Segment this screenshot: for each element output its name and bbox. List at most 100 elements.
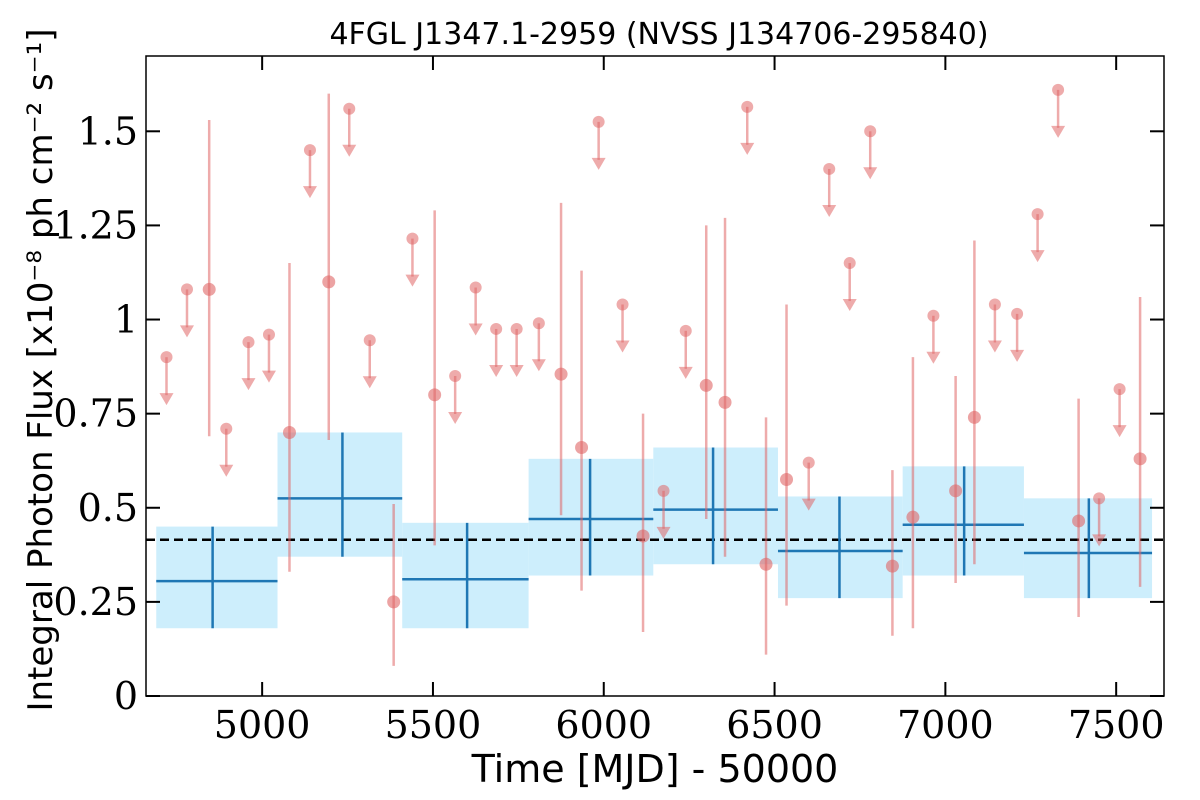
upper-limit-arrow-head — [159, 393, 174, 406]
y-tick-label: 1.25 — [53, 203, 138, 247]
upper-limit-point — [592, 115, 605, 128]
upper-limit-arrow-head — [615, 340, 630, 353]
upper-limit-point — [823, 162, 836, 175]
long-bin-bands — [156, 432, 1153, 629]
detection-point — [387, 595, 401, 609]
upper-limit-arrow-head — [468, 323, 483, 336]
upper-limit-arrow-head — [179, 325, 194, 338]
upper-limit-arrow-head — [678, 366, 693, 379]
x-tick-label: 6000 — [555, 703, 652, 747]
y-tick-label: 0 — [114, 674, 138, 718]
upper-limit-point — [242, 336, 255, 349]
detection-point — [282, 425, 296, 439]
x-tick-label: 5500 — [385, 703, 482, 747]
x-axis-label: Time [MJD] - 50000 — [471, 747, 839, 791]
x-tick-label: 6500 — [726, 703, 823, 747]
upper-limit-arrow-head — [509, 364, 524, 377]
upper-limit-point — [1031, 208, 1044, 221]
detection-point — [202, 282, 216, 296]
upper-limit-point — [532, 317, 545, 330]
short-bin-detections — [202, 93, 1147, 666]
long-bin-band — [653, 447, 778, 565]
upper-limit-point — [469, 281, 482, 294]
upper-limit-point — [616, 298, 629, 311]
x-axis: 5000 5500 6000 6500 7000 7500 — [214, 56, 1165, 747]
long-bin-band — [277, 432, 403, 557]
upper-limit-point — [303, 144, 316, 157]
upper-limit-arrow-head — [302, 186, 317, 199]
upper-limit-arrow-head — [241, 378, 256, 391]
upper-limit-point — [741, 100, 754, 113]
upper-limit-point — [406, 232, 419, 245]
upper-limit-point — [180, 283, 193, 296]
upper-limit-point — [1093, 492, 1106, 505]
upper-limit-arrow-head — [656, 526, 671, 539]
upper-limit-arrow-head — [1092, 534, 1107, 547]
upper-limit-point — [510, 322, 523, 335]
x-tick-label: 5000 — [214, 703, 311, 747]
upper-limit-point — [927, 309, 940, 322]
upper-limit-point — [679, 324, 692, 337]
detection-point — [718, 395, 732, 409]
long-bin-band — [402, 522, 529, 629]
upper-limit-point — [802, 456, 815, 469]
upper-limit-arrow-head — [591, 157, 606, 170]
upper-limit-arrow-head — [1112, 425, 1127, 438]
upper-limit-arrow-head — [219, 464, 234, 477]
x-tick-label: 7500 — [1068, 703, 1165, 747]
upper-limit-point — [864, 125, 877, 138]
upper-limit-arrow-head — [822, 204, 837, 217]
upper-limit-arrow-head — [842, 299, 857, 312]
upper-limit-arrow-head — [261, 370, 276, 383]
y-tick-label: 1 — [114, 298, 138, 342]
short-bin-upper-limits — [159, 83, 1127, 547]
upper-limit-arrow-head — [342, 144, 357, 157]
detection-point — [885, 559, 899, 573]
detection-point — [428, 388, 442, 402]
upper-limit-arrow-head — [740, 142, 755, 155]
y-axis: 0 0.25 0.5 0.75 1 1.25 1.5 — [53, 109, 1164, 718]
upper-limit-arrow-head — [863, 167, 878, 180]
upper-limit-arrow-head — [801, 498, 816, 511]
upper-limit-arrow-head — [1051, 125, 1066, 138]
y-tick-label: 0.25 — [53, 580, 138, 624]
detection-point — [780, 473, 794, 487]
x-tick-label: 7000 — [897, 703, 994, 747]
upper-limit-point — [262, 328, 275, 341]
long-bin-crosses — [156, 432, 1153, 629]
upper-limit-point — [1011, 307, 1024, 320]
upper-limit-point — [988, 298, 1001, 311]
upper-limit-point — [657, 484, 670, 497]
y-tick-label: 1.5 — [78, 109, 138, 153]
upper-limit-point — [449, 370, 462, 382]
upper-limit-arrow-head — [405, 274, 420, 287]
detection-point — [1072, 514, 1086, 528]
upper-limit-point — [363, 334, 376, 347]
upper-limit-arrow-head — [987, 340, 1002, 353]
long-bin-band — [156, 526, 278, 629]
upper-limit-point — [160, 351, 173, 364]
upper-limit-point — [490, 322, 503, 335]
upper-limit-point — [843, 257, 856, 270]
detection-point — [554, 367, 568, 381]
detection-point — [699, 378, 713, 392]
upper-limit-arrow-head — [531, 359, 546, 372]
chart-title: 4FGL J1347.1-2959 (NVSS J134706-295840) — [329, 17, 988, 52]
upper-limit-arrow-head — [1030, 250, 1045, 263]
detection-point — [967, 410, 981, 424]
upper-limit-point — [220, 422, 233, 435]
upper-limit-arrow-head — [448, 412, 463, 424]
detection-point — [575, 441, 589, 455]
detection-point — [906, 510, 920, 524]
plot-frame — [145, 55, 1165, 697]
detection-point — [322, 275, 336, 289]
upper-limit-arrow-head — [362, 376, 377, 389]
upper-limit-point — [343, 102, 356, 115]
detection-point — [1133, 452, 1147, 466]
upper-limit-point — [1113, 383, 1126, 396]
upper-limit-arrow-head — [926, 351, 941, 364]
y-axis-label: Integral Photon Flux [x10⁻⁸ ph cm⁻² s⁻¹] — [21, 28, 61, 711]
detection-point — [949, 484, 963, 498]
upper-limit-point — [1052, 83, 1065, 96]
detection-point — [759, 557, 773, 571]
